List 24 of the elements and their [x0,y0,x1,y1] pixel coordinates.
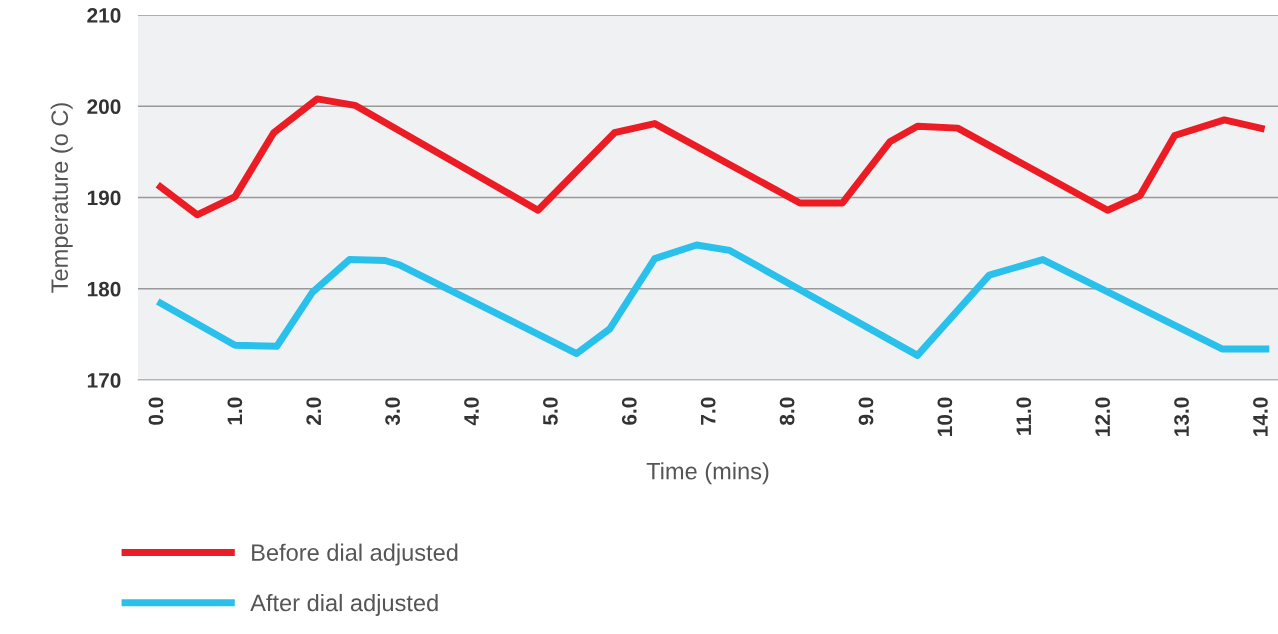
x-tick-label: 12.0 [1095,397,1111,436]
x-tick-label: 11.0 [1016,397,1032,435]
x-tick-label: 6.0 [621,397,637,425]
y-tick-label: 190 [87,190,121,206]
x-tick-label: 0.0 [148,397,164,425]
x-tick-label: 8.0 [779,397,795,425]
x-tick-label: 13.0 [1174,397,1189,436]
x-tick-label: 7.0 [700,397,716,425]
x-tick-label: 9.0 [858,397,874,425]
y-tick-label: 200 [87,99,121,114]
y-axis-title: Temperature (o C) [50,103,73,293]
x-tick-label: 4.0 [464,397,479,426]
legend-label: Before dial adjusted [252,543,458,566]
x-tick-label: 5.0 [543,397,558,425]
x-tick-label: 3.0 [385,397,401,426]
x-tick-label: 14.0 [1253,397,1268,436]
legend-label: After dial adjusted [250,593,438,616]
y-tick-label: 180 [87,281,121,297]
x-tick-label: 1.0 [227,397,243,425]
y-tick-label: 210 [87,8,121,23]
x-axis-title: Time (mins) [646,462,769,485]
x-tick-label: 2.0 [306,397,322,425]
y-tick-label: 170 [87,373,121,388]
x-tick-label: 10.0 [937,397,953,436]
